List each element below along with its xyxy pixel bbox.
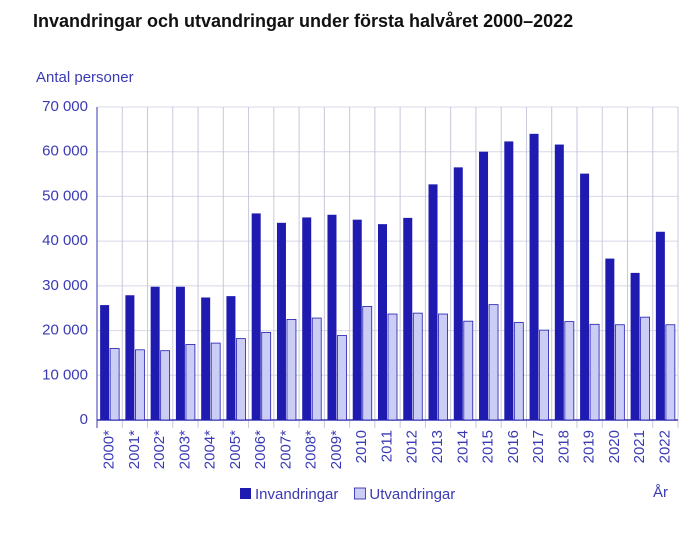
bar — [554, 144, 564, 420]
x-tick-label: 2010 — [353, 430, 370, 463]
bar — [160, 350, 171, 421]
bar — [428, 184, 438, 420]
bar — [286, 318, 297, 421]
bar — [276, 222, 286, 420]
x-tick-label: 2002* — [151, 430, 168, 469]
x-tick-label: 2016 — [505, 430, 522, 463]
bar — [412, 312, 423, 421]
x-tick-label: 2018 — [555, 430, 572, 463]
chart-title: Invandringar och utvandringar under förs… — [33, 11, 573, 31]
x-tick-label: 2009* — [328, 430, 345, 469]
x-tick-label: 2004* — [202, 430, 219, 469]
bar — [463, 320, 474, 421]
x-tick-label: 2013 — [429, 430, 446, 463]
bar — [201, 297, 211, 420]
bar — [150, 286, 160, 420]
bar — [453, 167, 463, 420]
legend-label: Utvandringar — [369, 486, 455, 503]
y-tick-label: 20 000 — [42, 322, 88, 339]
bar — [226, 296, 236, 420]
bar — [640, 316, 651, 421]
bar — [327, 214, 337, 420]
bar — [362, 306, 373, 421]
bar — [311, 317, 322, 421]
y-axis-label: Antal personer — [36, 69, 134, 86]
bar — [378, 224, 387, 420]
bar — [302, 217, 312, 420]
bar — [504, 141, 514, 420]
x-axis-label: År — [653, 484, 668, 501]
legend-swatch — [240, 488, 251, 499]
bar — [185, 344, 196, 421]
bar — [109, 348, 120, 421]
x-tick-label: 2017 — [530, 430, 547, 463]
bar — [580, 173, 590, 420]
bar — [539, 329, 549, 421]
bar — [630, 272, 640, 420]
bar — [589, 323, 600, 421]
bar — [251, 213, 261, 420]
y-tick-label: 30 000 — [42, 277, 88, 294]
x-tick-label: 2011 — [378, 430, 395, 462]
x-tick-label: 2012 — [404, 430, 421, 463]
x-tick-label: 2007* — [277, 430, 294, 469]
bar — [438, 313, 448, 421]
x-tick-label: 2015 — [480, 430, 497, 463]
bar — [665, 324, 676, 421]
x-tick-label: 2022 — [656, 430, 673, 463]
bar — [605, 258, 615, 420]
x-tick-label: 2019 — [581, 430, 598, 463]
x-tick-label: 2008* — [303, 430, 320, 469]
bar — [387, 313, 398, 421]
bar — [614, 324, 625, 421]
bar — [352, 219, 362, 420]
y-tick-label: 40 000 — [42, 232, 88, 249]
bar — [175, 286, 185, 420]
legend-swatch — [353, 487, 366, 500]
bar — [125, 295, 135, 420]
bar — [261, 331, 272, 421]
x-tick-label: 2001* — [126, 430, 143, 469]
x-tick-label: 2020 — [606, 430, 623, 463]
x-tick-label: 2006* — [252, 430, 269, 469]
bar — [403, 217, 413, 420]
y-tick-label: 60 000 — [42, 143, 88, 160]
legend-label: Invandringar — [255, 486, 338, 503]
x-tick-label: 2005* — [227, 430, 244, 469]
bar — [100, 305, 110, 420]
x-tick-label: 2014 — [454, 430, 471, 463]
bar — [513, 322, 524, 421]
y-tick-label: 0 — [80, 411, 88, 428]
bar — [529, 133, 539, 421]
bar — [236, 338, 246, 421]
bar — [210, 342, 221, 421]
y-tick-label: 50 000 — [42, 187, 88, 204]
bar — [564, 321, 575, 421]
bar — [655, 231, 665, 420]
x-tick-label: 2000* — [101, 430, 118, 469]
bar — [337, 335, 347, 421]
y-tick-label: 70 000 — [42, 98, 88, 115]
x-tick-label: 2003* — [176, 430, 193, 469]
y-tick-label: 10 000 — [42, 366, 88, 383]
bar — [134, 349, 145, 421]
bar — [479, 151, 489, 420]
x-tick-label: 2021 — [631, 430, 648, 463]
bar — [488, 304, 499, 421]
